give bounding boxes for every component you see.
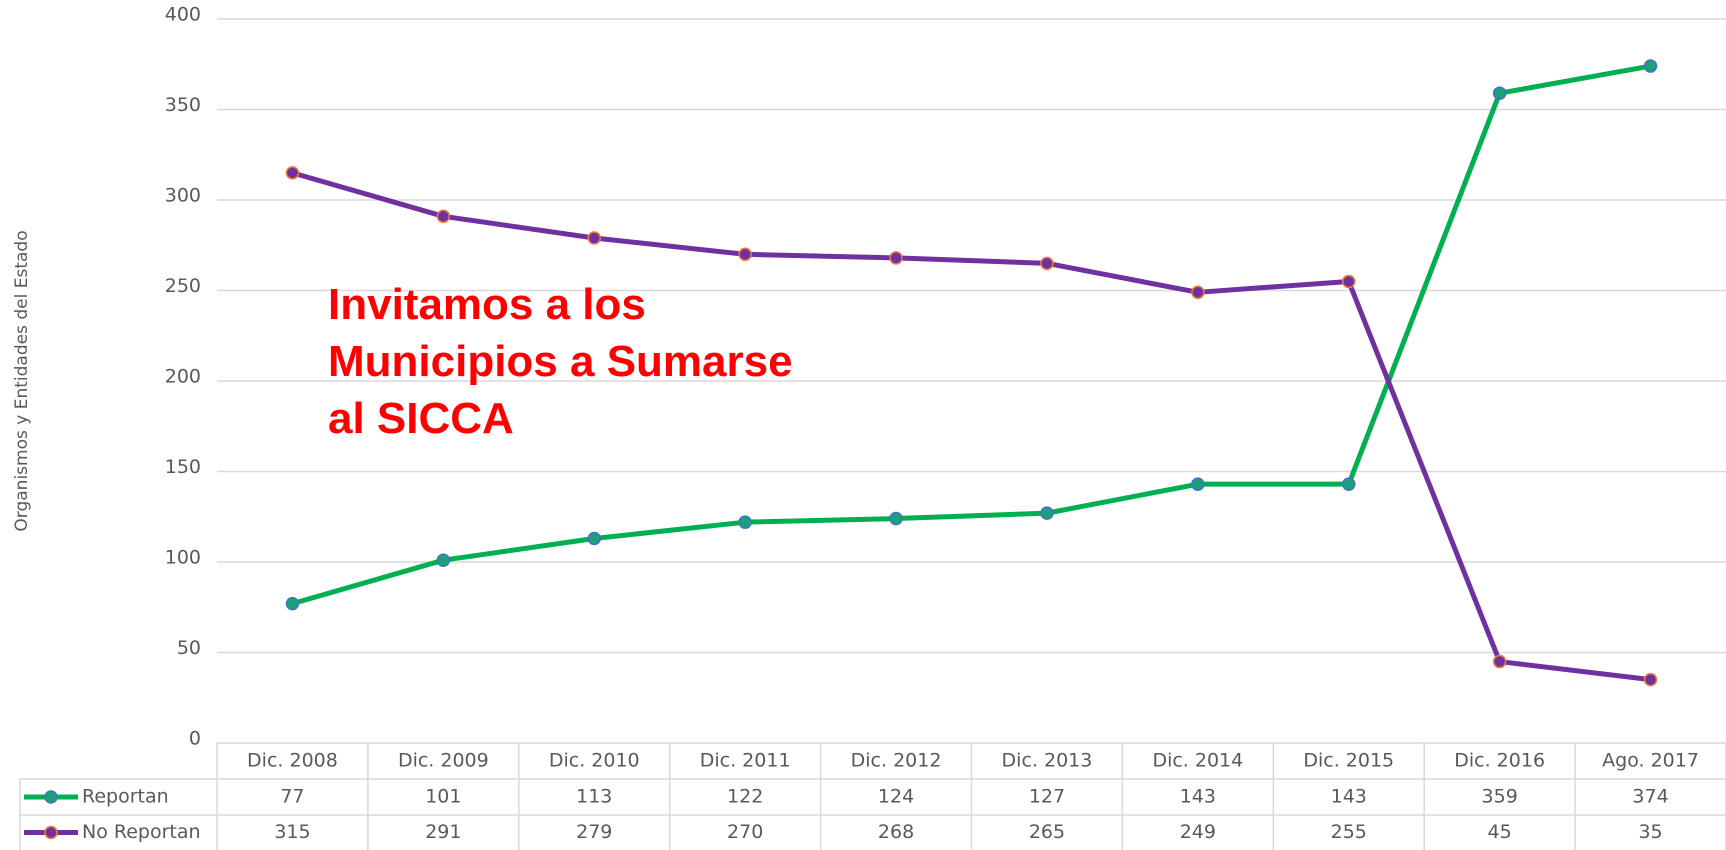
marker — [285, 596, 300, 611]
marker — [436, 209, 451, 224]
table-value: 265 — [1029, 821, 1065, 843]
marker — [1191, 477, 1205, 491]
marker — [738, 515, 752, 529]
table-value: 122 — [727, 786, 763, 808]
table-value: 113 — [576, 786, 612, 808]
x-tick-label: Dic. 2009 — [398, 750, 489, 772]
table-value: 124 — [878, 786, 914, 808]
table-value: 268 — [878, 821, 914, 843]
y-tick-label: 150 — [165, 456, 201, 478]
line — [291, 170, 1651, 683]
marker — [889, 511, 903, 526]
marker — [1342, 477, 1356, 491]
line — [291, 63, 1651, 607]
marker — [889, 251, 903, 265]
marker — [285, 166, 300, 180]
table-value: 315 — [274, 821, 310, 843]
marker — [1492, 86, 1507, 100]
annotation: Municipios a Sumarse — [328, 337, 793, 386]
y-tick-label: 400 — [165, 4, 201, 26]
marker — [1643, 59, 1658, 73]
marker — [1040, 256, 1054, 271]
legend-label: Reportan — [82, 786, 169, 808]
table-value: 255 — [1331, 821, 1367, 843]
x-tick-label: Dic. 2011 — [700, 750, 791, 772]
marker — [1643, 672, 1658, 687]
table-value: 270 — [727, 821, 763, 843]
marker — [1492, 654, 1507, 669]
table-value: 127 — [1029, 786, 1065, 808]
y-axis-label: Organismos y Entidades del Estado — [12, 230, 32, 531]
x-tick-label: Dic. 2012 — [851, 750, 942, 772]
annotation: Invitamos a los — [328, 280, 646, 329]
y-tick-label: 100 — [165, 547, 201, 569]
x-tick-label: Dic. 2014 — [1152, 750, 1243, 772]
y-tick-label: 200 — [165, 366, 201, 388]
table-value: 101 — [425, 786, 461, 808]
marker — [587, 231, 601, 245]
table-value: 143 — [1331, 786, 1367, 808]
table-value: 359 — [1482, 786, 1518, 808]
marker — [1040, 506, 1054, 520]
x-tick-label: Dic. 2008 — [247, 750, 338, 772]
table-value: 35 — [1638, 821, 1662, 843]
marker — [436, 553, 451, 567]
y-tick-label: 300 — [165, 185, 201, 207]
x-tick-label: Dic. 2015 — [1303, 750, 1394, 772]
annotation: al SICCA — [328, 394, 514, 443]
marker — [738, 247, 752, 262]
legend-marker — [44, 825, 58, 840]
legend-marker — [44, 790, 58, 804]
table-value: 279 — [576, 821, 612, 843]
x-tick-label: Dic. 2016 — [1454, 750, 1545, 772]
table-value: 143 — [1180, 786, 1216, 808]
marker — [1191, 285, 1205, 300]
y-tick-label: 350 — [165, 94, 201, 116]
y-tick-label: 0 — [189, 728, 201, 750]
table-value: 374 — [1632, 786, 1668, 808]
table-value: 249 — [1180, 821, 1216, 843]
table-value: 45 — [1488, 821, 1512, 843]
table-value: 291 — [425, 821, 461, 843]
legend-label: No Reportan — [82, 821, 201, 843]
marker — [1342, 274, 1356, 289]
table-value: 77 — [280, 786, 304, 808]
x-tick-label: Ago. 2017 — [1602, 750, 1699, 772]
y-tick-label: 50 — [177, 637, 201, 659]
marker — [587, 531, 601, 546]
x-tick-label: Dic. 2010 — [549, 750, 640, 772]
x-tick-label: Dic. 2013 — [1002, 750, 1093, 772]
y-tick-label: 250 — [165, 275, 201, 297]
